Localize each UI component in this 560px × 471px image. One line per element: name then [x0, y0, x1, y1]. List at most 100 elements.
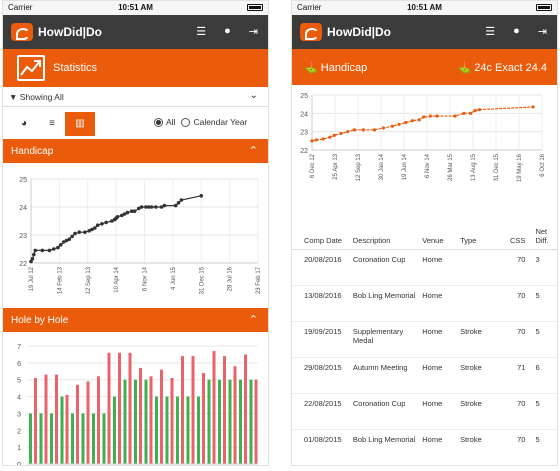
app-logo[interactable]: HowDid|Do: [11, 23, 102, 41]
col-header-css[interactable]: CSS: [500, 209, 528, 250]
bar-red: [86, 381, 90, 464]
statistics-header: Statistics: [3, 49, 268, 87]
table-row[interactable]: 13/08/2016 Bob Ling Memorial Home 70 5: [292, 285, 557, 322]
bar-green: [102, 413, 106, 464]
cell-date: 01/08/2015: [292, 429, 351, 465]
table-row[interactable]: 22/08/2015 Coronation Cup Home Stroke 70 5: [292, 393, 557, 430]
col-header-net-diff[interactable]: Net Diff.: [527, 209, 557, 250]
table-row[interactable]: 01/08/2015 Bob Ling Memorial Home Stroke 70 5: [292, 429, 557, 465]
app-logo[interactable]: HowDid|Do: [300, 23, 391, 41]
competition-table: Comp Date Description Venue Type CSS Net…: [292, 209, 557, 465]
user-icon[interactable]: ●: [513, 25, 520, 37]
list-view-button[interactable]: ≡: [37, 112, 67, 136]
status-bar: Carrier 10:51 AM: [3, 1, 268, 15]
bar-green: [60, 396, 64, 464]
filter-text: Showing All: [19, 92, 64, 102]
data-point: [173, 203, 178, 208]
bar-red: [118, 352, 121, 464]
data-point: [346, 130, 350, 134]
cell-description: Coronation Cup: [350, 249, 421, 286]
col-header-venue[interactable]: Venue: [420, 209, 459, 250]
radio-all[interactable]: [154, 117, 163, 127]
table-row[interactable]: 20/08/2016 Coronation Cup Home 70 3: [292, 249, 557, 286]
chevron-up-icon: ⌃: [248, 145, 258, 157]
bar-green: [134, 379, 137, 464]
clock: 10:51 AM: [407, 3, 442, 12]
cell-css: 71: [500, 357, 528, 394]
data-point: [67, 237, 72, 241]
data-point: [468, 111, 473, 115]
handicap-chart-svg: 22 23 24 25 6 Dec 12 25 Apr 13 12 Sep 13 30 Jan…: [300, 93, 546, 182]
showing-filter[interactable]: ▼ Showing All ⌄: [3, 87, 268, 107]
bar-red: [191, 356, 195, 464]
logout-icon[interactable]: ⇥: [537, 26, 547, 38]
table-row[interactable]: 19/09/2015 Supplementary Medal Home Stroke 7…: [292, 321, 557, 358]
x-tick-label: 6 Dec 12: [310, 153, 316, 178]
bar-red: [139, 367, 142, 464]
bar-green: [113, 396, 116, 464]
cell-type: [458, 249, 501, 286]
table-row[interactable]: 29/08/2015 Autumn Meeting Home Stroke 71 6: [292, 357, 557, 394]
data-point: [83, 230, 87, 234]
col-header-date[interactable]: Comp Date: [292, 209, 351, 250]
col-header-type[interactable]: Type: [458, 209, 501, 250]
x-tick-label: 23 Feb 17: [256, 266, 262, 294]
chart-view-button[interactable]: ▥: [65, 112, 95, 136]
cell-type: Stroke: [458, 357, 501, 394]
cell-description: Autumn Meeting: [350, 357, 421, 394]
logo-icon: [300, 23, 322, 41]
y-tick-label: 5: [17, 378, 21, 385]
y-tick-label: 3: [17, 411, 21, 418]
x-tick-label: 26 Mar 15: [448, 153, 454, 181]
bar-green: [186, 396, 190, 464]
cell-date: 20/08/2016: [292, 249, 351, 286]
data-point: [58, 243, 63, 247]
cell-net-diff: 3: [527, 249, 557, 286]
bar-red: [160, 369, 163, 464]
menu-icon[interactable]: ☰: [196, 26, 207, 38]
data-point: [453, 114, 457, 118]
logout-icon[interactable]: ⇥: [248, 26, 258, 38]
y-tick-label: 22: [19, 261, 27, 268]
dashboard-view-button[interactable]: ◕: [9, 112, 39, 136]
x-tick-label: 25 Apr 13: [333, 153, 339, 179]
section-label: Handicap: [11, 146, 54, 157]
data-point: [90, 227, 94, 232]
x-tick-label: 28 Jul 16: [228, 266, 234, 291]
y-tick-label: 23: [300, 130, 308, 137]
menu-icon[interactable]: ☰: [485, 26, 496, 38]
y-tick-label: 25: [19, 177, 27, 184]
cell-venue: Home: [420, 357, 459, 394]
list-icon: ≡: [49, 118, 55, 129]
hole-section-header[interactable]: Hole by Hole ⌃: [3, 308, 268, 332]
cell-type: Stroke: [458, 393, 501, 430]
bar-red: [76, 384, 79, 464]
bar-red: [97, 376, 100, 464]
radio-calendar-year[interactable]: [181, 117, 191, 127]
x-tick-label: 30 Jan 14: [379, 153, 385, 180]
cell-css: 70: [500, 285, 528, 322]
data-point: [422, 115, 426, 119]
cell-net-diff: 6: [527, 357, 557, 394]
data-point: [149, 205, 154, 209]
x-tick-label: 14 Feb 13: [57, 266, 63, 294]
col-header-description[interactable]: Description: [350, 209, 421, 250]
bar-green: [218, 379, 221, 464]
data-point: [77, 230, 82, 234]
cell-type: Stroke: [458, 321, 501, 358]
user-icon[interactable]: ●: [224, 25, 231, 37]
data-point: [73, 231, 77, 236]
data-point: [47, 248, 52, 253]
stats-chart-icon: [17, 55, 45, 81]
bar-green: [81, 413, 85, 464]
x-tick-label: 19 Jun 14: [402, 153, 408, 180]
x-tick-label: 31 Dec 15: [199, 266, 205, 294]
chevron-down-icon: ⌄: [249, 90, 258, 101]
handicap-chart: 22 23 24 25 19 Jul 12 14 Feb 13 12 Sep 13 10 Ap…: [3, 163, 268, 308]
cell-date: 19/09/2015: [292, 321, 351, 358]
data-point: [462, 111, 466, 115]
data-point: [115, 215, 120, 219]
handicap-section-header[interactable]: Handicap ⌃: [3, 139, 268, 163]
x-tick-label: 31 Dec 15: [494, 153, 500, 181]
cell-description: Coronation Cup: [350, 393, 421, 430]
